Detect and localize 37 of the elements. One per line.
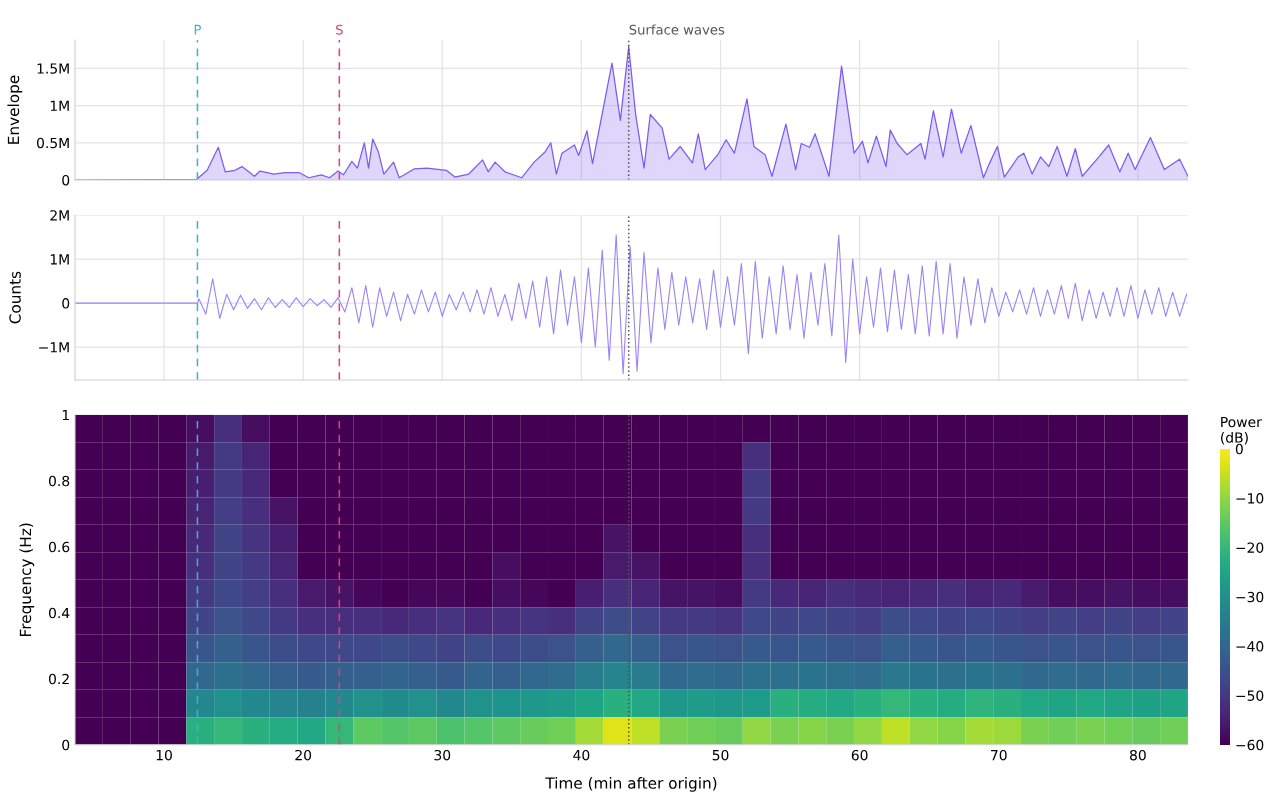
color-bar-label: −40 bbox=[1236, 641, 1264, 652]
y-axis-title: Envelope bbox=[7, 75, 23, 144]
y-axis-title: Frequency (Hz) bbox=[19, 523, 35, 636]
x-tick-label: 30 bbox=[434, 749, 451, 761]
y-tick-label: 1M bbox=[50, 254, 69, 265]
y-tick-label: 0.2 bbox=[48, 673, 69, 685]
x-axis-title: Time (min after origin) bbox=[545, 776, 717, 792]
color-bar-label: −50 bbox=[1236, 690, 1264, 701]
y-tick-label: 0.8 bbox=[48, 475, 70, 487]
ref-line-label: P bbox=[194, 24, 201, 35]
y-tick-label: 0.6 bbox=[48, 541, 70, 553]
x-tick-label: 50 bbox=[712, 749, 729, 761]
color-bar-label: −60 bbox=[1236, 739, 1264, 751]
color-bar-label: 0 bbox=[1235, 443, 1243, 455]
x-tick-label: 10 bbox=[156, 749, 172, 761]
x-tick-label: 70 bbox=[991, 749, 1007, 761]
y-tick-label: 0 bbox=[62, 174, 70, 186]
ref-line-label: S bbox=[336, 24, 343, 35]
y-tick-label: −1M bbox=[39, 342, 69, 353]
ref-line-label: Surface waves bbox=[629, 24, 725, 35]
y-tick-label: 0 bbox=[62, 739, 70, 751]
color-bar-label: −30 bbox=[1236, 591, 1264, 603]
x-tick-label: 40 bbox=[573, 749, 590, 761]
y-tick-label: 0 bbox=[62, 298, 70, 309]
y-tick-label: 1.5M bbox=[37, 63, 69, 74]
color-bar-label: −20 bbox=[1236, 542, 1264, 553]
y-tick-label: 2M bbox=[50, 210, 69, 221]
color-bar-title: Power (dB) bbox=[1221, 416, 1262, 445]
x-tick-label: 60 bbox=[851, 749, 868, 761]
y-axis-title: Counts bbox=[9, 271, 21, 324]
y-tick-label: 0.5M bbox=[36, 137, 69, 149]
x-tick-label: 80 bbox=[1129, 749, 1146, 761]
y-tick-label: 1 bbox=[62, 409, 69, 421]
color-bar-label: −10 bbox=[1236, 493, 1264, 504]
y-tick-label: 0.4 bbox=[48, 607, 70, 619]
x-tick-label: 20 bbox=[295, 749, 312, 761]
y-tick-label: 1M bbox=[50, 100, 69, 111]
